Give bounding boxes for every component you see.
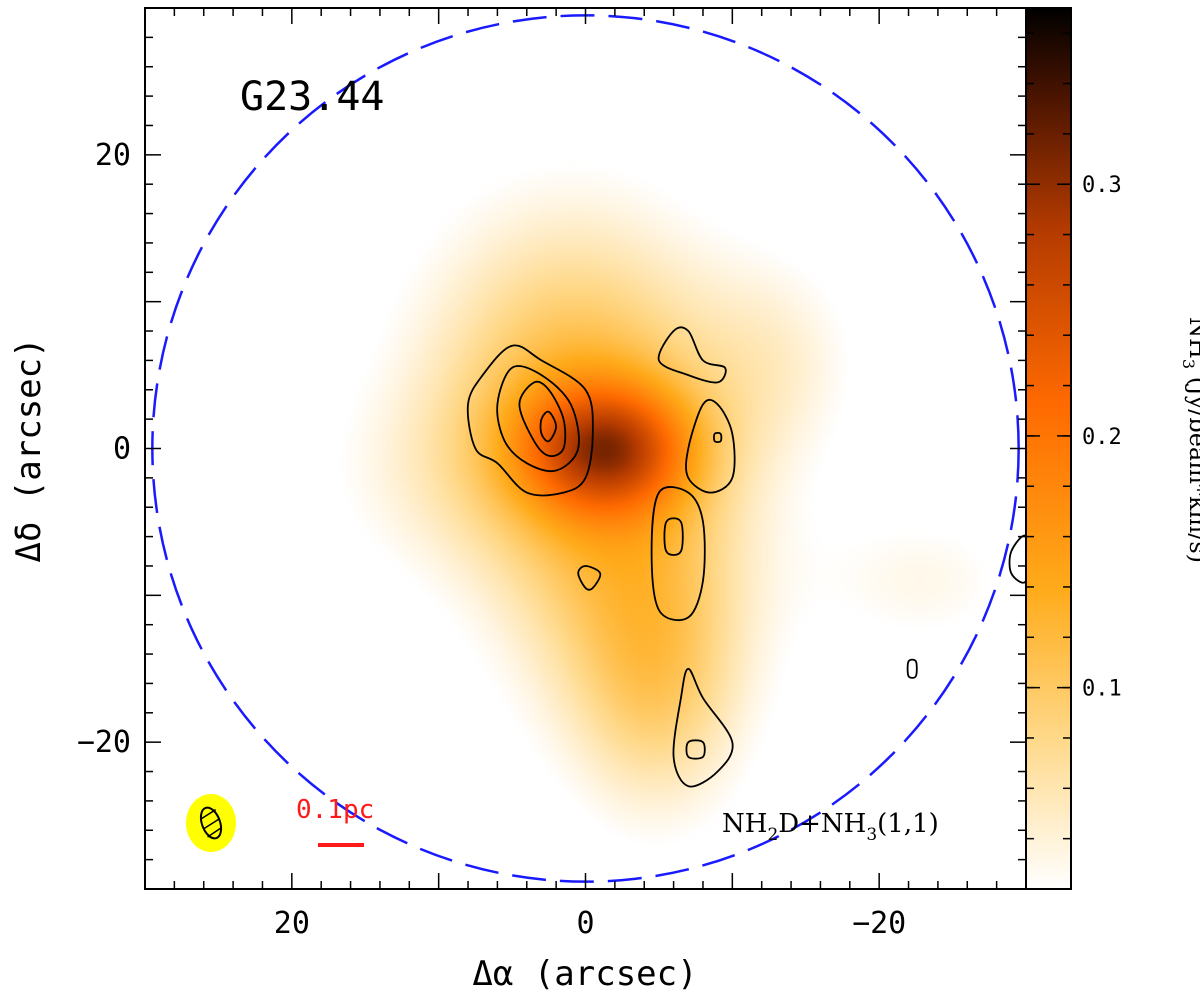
nh2d-contour [539, 410, 558, 443]
x-axis-label: Δα (arcsec) [472, 954, 697, 994]
beam-ellipse [199, 806, 223, 840]
nh2d-contour [672, 667, 734, 788]
nh2d-contour [577, 565, 602, 591]
nh2d-contour [685, 739, 706, 760]
y-tick-label: 20 [95, 138, 131, 173]
nh2d-contour [663, 517, 684, 556]
x-tick-label: 0 [576, 906, 594, 941]
source-title: G23.44 [240, 74, 385, 120]
nh2d-contour [466, 344, 594, 497]
colorbar-tick-label: 0.1 [1082, 677, 1122, 702]
x-tick-label: 20 [274, 906, 310, 941]
colorbar [1025, 7, 1072, 890]
colorbar-ticks: 0.1 0.2 0.3 [1026, 32, 1122, 890]
x-tick-label: −20 [852, 906, 906, 941]
nh2d-contour [685, 398, 736, 494]
y-axis-label: Δδ (arcsec) [9, 337, 49, 562]
nh2d-contour [518, 380, 567, 458]
map-label: NH2D+NH3(1,1) [722, 809, 939, 845]
nh2d-contour [657, 326, 727, 384]
scale-bar-label: 0.1pc [296, 795, 374, 825]
nh2d-contour [906, 658, 918, 679]
nh2d-contour [713, 432, 723, 443]
nh3-emission-map [145, 8, 1026, 889]
nh2d-contour [496, 365, 580, 473]
colorbar-tick-label: 0.2 [1082, 425, 1122, 450]
axis-ticks: 20 0 −20 20 0 −20 [77, 7, 1027, 941]
nh2d-contour [650, 486, 706, 622]
y-tick-label: 0 [113, 432, 131, 467]
colorbar-label: NH3 (Jy/beam*km/s) [1179, 317, 1200, 563]
y-tick-label: −20 [77, 725, 131, 760]
colorbar-tick-label: 0.3 [1082, 173, 1122, 198]
beam-ellipse-bg [186, 794, 236, 852]
